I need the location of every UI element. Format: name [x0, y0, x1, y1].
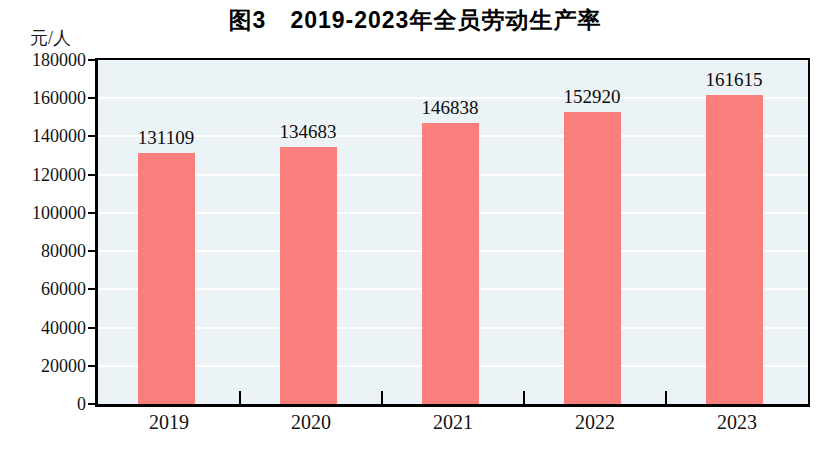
bar-2022 — [564, 112, 621, 404]
y-axis-unit-label: 元/人 — [30, 26, 71, 50]
y-axis-tick — [88, 174, 97, 176]
y-axis-tick — [88, 403, 97, 405]
y-axis-tick-label: 100000 — [0, 204, 86, 222]
x-axis-tick — [665, 391, 667, 404]
x-axis-label-2022: 2022 — [535, 412, 655, 432]
x-axis-label-2020: 2020 — [251, 412, 371, 432]
bar-2021 — [422, 123, 479, 404]
y-axis-tick-label: 60000 — [0, 280, 86, 298]
y-axis-tick — [88, 250, 97, 252]
y-axis-tick-label: 80000 — [0, 242, 86, 260]
plot-inner-area: 131109 134683 146838 152920 161615 — [98, 60, 808, 404]
x-axis-tick — [381, 391, 383, 404]
y-axis-tick-label: 160000 — [0, 89, 86, 107]
y-axis-tick — [88, 212, 97, 214]
y-axis-tick-label: 0 — [0, 395, 86, 413]
y-axis-tick-label: 140000 — [0, 127, 86, 145]
y-axis-tick — [88, 135, 97, 137]
y-axis-tick — [88, 365, 97, 367]
y-axis-tick-label: 40000 — [0, 319, 86, 337]
bar-value-label: 131109 — [106, 128, 226, 147]
y-axis-tick-label: 120000 — [0, 166, 86, 184]
y-axis-tick — [88, 59, 97, 61]
chart-title: 图3 2019-2023年全员劳动生产率 — [0, 5, 830, 36]
x-axis-label-2019: 2019 — [109, 412, 229, 432]
bar-value-label: 134683 — [248, 122, 368, 141]
y-axis-tick — [88, 288, 97, 290]
labor-productivity-figure: 图3 2019-2023年全员劳动生产率 元/人 131109 134683 146… — [0, 0, 830, 464]
y-axis-tick — [88, 327, 97, 329]
y-axis-tick — [88, 97, 97, 99]
bar-value-label: 152920 — [532, 87, 652, 106]
bar-value-label: 146838 — [390, 98, 510, 117]
bar-2023 — [706, 95, 763, 404]
x-axis-tick — [239, 391, 241, 404]
y-axis-tick-label: 20000 — [0, 357, 86, 375]
y-axis-tick-label: 180000 — [0, 51, 86, 69]
bar-value-label: 161615 — [674, 70, 794, 89]
x-axis-label-2023: 2023 — [677, 412, 797, 432]
plot-area: 131109 134683 146838 152920 161615 — [95, 58, 810, 407]
x-axis-label-2021: 2021 — [393, 412, 513, 432]
bar-2019 — [138, 153, 195, 404]
bar-2020 — [280, 147, 337, 404]
x-axis-tick — [523, 391, 525, 404]
